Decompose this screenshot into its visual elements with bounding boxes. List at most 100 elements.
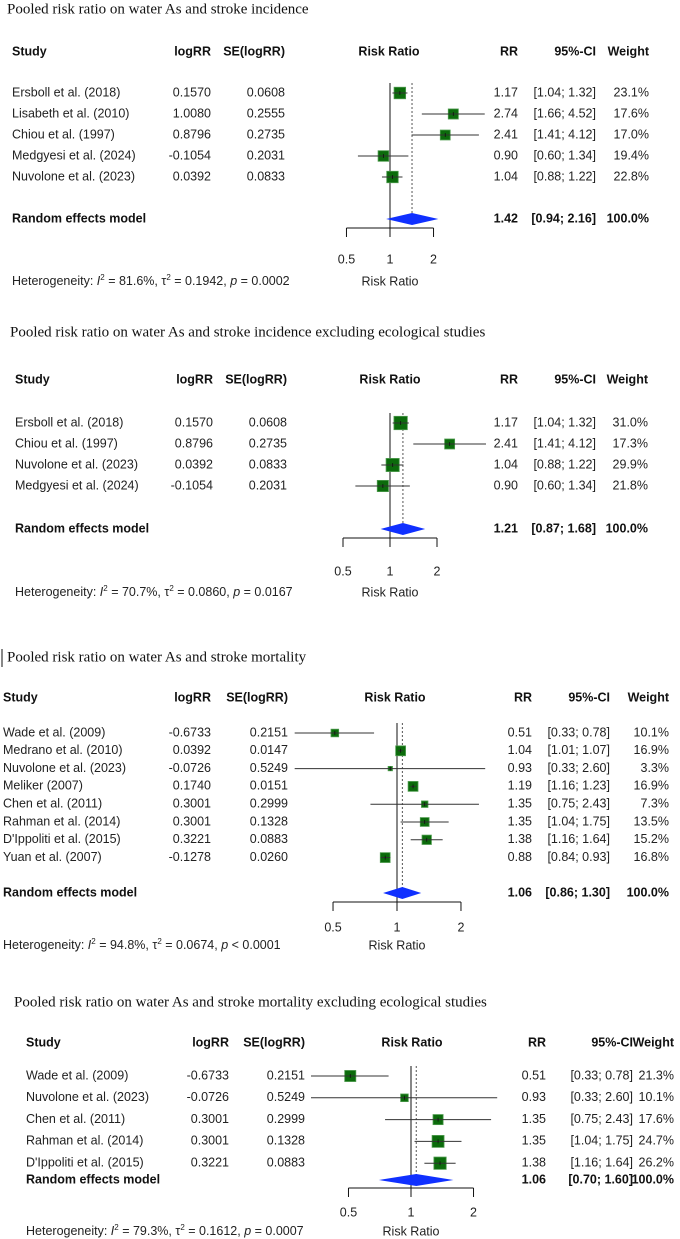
study-row: D'Ippoliti et al. (2015) 0.3221 0.0883 1.38… — [3, 832, 669, 846]
header-ci: 95%-CI — [554, 372, 596, 386]
study-se: 0.2151 — [267, 1068, 305, 1082]
study-se: 0.0883 — [250, 832, 288, 846]
study-rr: 1.35 — [508, 796, 532, 810]
study-weight: 17.3% — [613, 436, 648, 450]
study-name: D'Ippoliti et al. (2015) — [26, 1155, 144, 1169]
study-weight: 31.0% — [613, 415, 648, 429]
header-weight: Weight — [607, 372, 649, 386]
study-rr: 1.04 — [508, 743, 532, 757]
model-ci: [0.87; 1.68] — [531, 521, 596, 535]
heterogeneity-part: Heterogeneity: — [3, 938, 88, 952]
x-tick-label: 2 — [434, 564, 441, 578]
study-weight: 17.6% — [639, 1112, 674, 1126]
model-diamond — [383, 887, 422, 899]
study-ci: [1.01; 1.07] — [547, 743, 610, 757]
study-row: Wade et al. (2009) -0.6733 0.2151 0.51 [0.33… — [26, 1068, 674, 1082]
study-weight: 22.8% — [614, 169, 649, 183]
heterogeneity-part: 2 — [180, 1223, 185, 1232]
study-rr: 1.35 — [522, 1112, 546, 1126]
model-weight: 100.0% — [627, 885, 669, 899]
study-se: 0.5249 — [267, 1090, 305, 1104]
model-row: Random effects model 1.21 [0.87; 1.68] 100.… — [15, 521, 648, 535]
heterogeneity-part: p — [220, 938, 228, 952]
study-se: 0.2735 — [249, 436, 287, 450]
header-logrr: logRR — [176, 372, 213, 386]
study-name: Medrano et al. (2010) — [3, 743, 123, 757]
model-diamond — [380, 523, 426, 535]
heterogeneity-part: = 0.0674, — [162, 938, 221, 952]
study-rr: 1.19 — [508, 779, 532, 793]
heterogeneity-part: Heterogeneity: — [26, 1224, 111, 1238]
study-ci: [0.33; 0.78] — [570, 1068, 633, 1082]
heterogeneity-part: 2 — [100, 273, 105, 282]
study-row: Medrano et al. (2010) 0.0392 0.0147 1.04 [1.… — [3, 743, 669, 757]
heterogeneity-part: I — [88, 938, 92, 952]
study-ci: [1.16; 1.64] — [547, 832, 610, 846]
study-logrr: 0.3001 — [191, 1134, 229, 1148]
model-label: Random effects model — [3, 885, 137, 899]
study-se: 0.1328 — [250, 814, 288, 828]
study-se: 0.2031 — [247, 148, 285, 162]
model-label: Random effects model — [26, 1172, 160, 1186]
heterogeneity-part: p — [243, 1224, 251, 1238]
study-weight: 24.7% — [639, 1134, 674, 1148]
study-rr: 1.35 — [508, 814, 532, 828]
heterogeneity-part: I — [100, 585, 104, 599]
study-logrr: -0.1054 — [169, 148, 211, 162]
study-weight: 3.3% — [641, 761, 670, 775]
heterogeneity-part: 2 — [91, 937, 96, 946]
study-se: 0.0833 — [249, 457, 287, 471]
study-rr: 2.41 — [494, 436, 518, 450]
study-logrr: 0.3221 — [173, 832, 211, 846]
model-ci: [0.86; 1.30] — [545, 885, 610, 899]
study-weight: 17.6% — [614, 106, 649, 120]
header-study: Study — [12, 44, 47, 58]
heterogeneity-stats: Heterogeneity: I2 = 81.6%, τ2 = 0.1942, … — [12, 273, 290, 289]
study-ci: [1.41; 4.12] — [533, 436, 596, 450]
study-logrr: 0.8796 — [173, 127, 211, 141]
study-rr: 1.38 — [522, 1155, 546, 1169]
header-weight: Weight — [628, 690, 670, 704]
study-ci: [1.04; 1.32] — [533, 415, 596, 429]
heterogeneity-stats: Heterogeneity: I2 = 70.7%, τ2 = 0.0860, … — [15, 584, 293, 600]
heterogeneity-part: 2 — [114, 1223, 119, 1232]
study-se: 0.0833 — [247, 169, 285, 183]
study-name: Chen et al. (2011) — [26, 1112, 125, 1126]
model-row: Random effects model 1.06 [0.70; 1.60]100.… — [26, 1172, 674, 1186]
model-rr: 1.21 — [494, 521, 518, 535]
header-risk-ratio: Risk Ratio — [364, 690, 425, 704]
study-weight: 29.9% — [613, 457, 648, 471]
heterogeneity-part: 2 — [103, 584, 108, 593]
study-name: Nuvolone et al. (2023) — [15, 457, 138, 471]
x-axis: 0.5 1 2 Risk Ratio — [324, 901, 465, 952]
study-se: 0.2555 — [247, 106, 285, 120]
heterogeneity-part: = 0.1942, — [171, 274, 230, 288]
study-name: Lisabeth et al. (2010) — [12, 106, 129, 120]
study-weight: 13.5% — [634, 814, 669, 828]
study-row: Chen et al. (2011) 0.3001 0.2999 1.35 [0.75;… — [26, 1112, 674, 1126]
study-rr: 2.41 — [494, 127, 518, 141]
forest-panel-4: Pooled risk ratio on water As and stroke… — [14, 994, 675, 1238]
x-axis-label: Risk Ratio — [383, 1224, 440, 1238]
study-name: Nuvolone et al. (2023) — [12, 169, 135, 183]
panel-title: Pooled risk ratio on water As and stroke… — [7, 1, 309, 17]
study-name: Chiou et al. (1997) — [15, 436, 118, 450]
study-se: 0.2031 — [249, 478, 287, 492]
study-row: Chen et al. (2011) 0.3001 0.2999 1.35 [0.75;… — [3, 796, 669, 810]
study-logrr: 0.1740 — [173, 779, 211, 793]
study-logrr: 0.0392 — [173, 743, 211, 757]
study-logrr: -0.1278 — [169, 850, 211, 864]
header-se: SE(logRR) — [226, 690, 288, 704]
forest-panel-2: Pooled risk ratio on water As and stroke… — [10, 324, 649, 599]
model-ci: [0.70; 1.60] — [568, 1172, 633, 1186]
x-axis-label: Risk Ratio — [362, 585, 419, 599]
header-rr: RR — [500, 372, 518, 386]
x-tick-label: 0.5 — [340, 1205, 357, 1219]
study-ci: [1.04; 1.32] — [533, 85, 596, 99]
study-ci: [1.04; 1.75] — [570, 1134, 633, 1148]
study-weight: 16.9% — [634, 779, 669, 793]
study-row: Rahman et al. (2014) 0.3001 0.1328 1.35 [1.0… — [3, 814, 669, 828]
header-rr: RR — [500, 44, 518, 58]
study-rr: 1.04 — [494, 169, 518, 183]
